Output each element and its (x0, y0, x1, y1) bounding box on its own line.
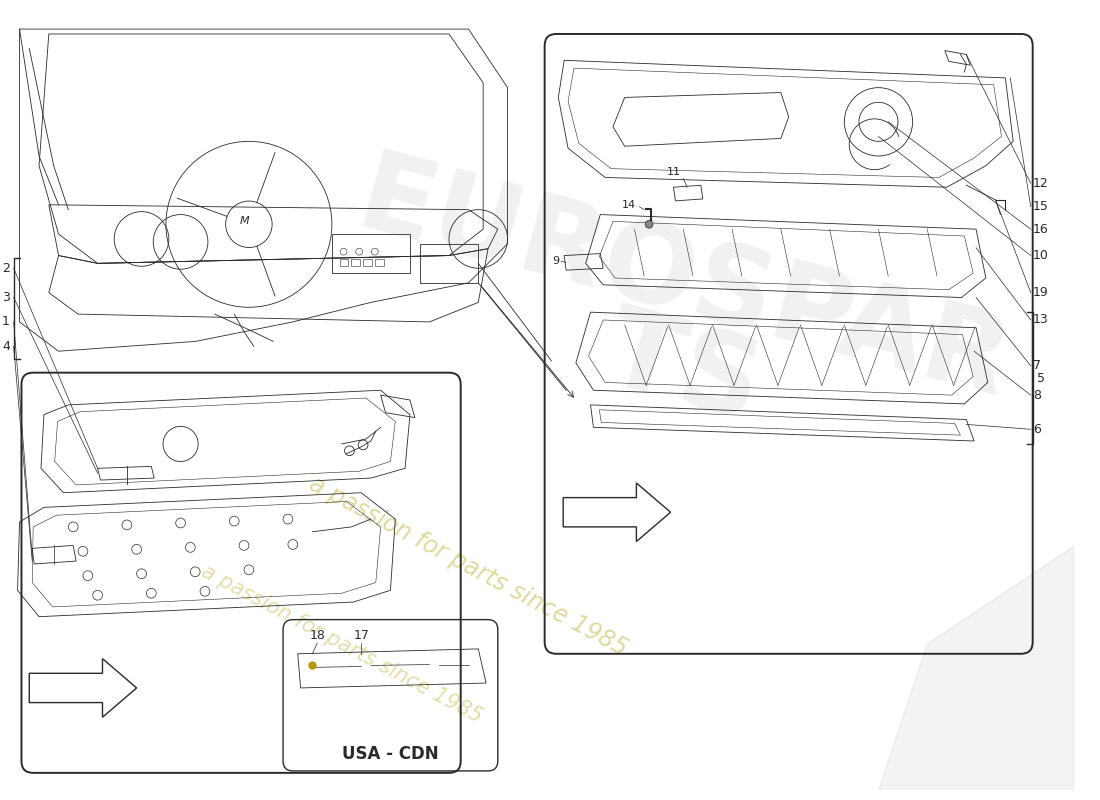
Text: a passion for parts since 1985: a passion for parts since 1985 (198, 562, 485, 726)
Bar (420, 244, 478, 283)
Text: 8: 8 (1033, 389, 1041, 402)
Bar (363, 259, 372, 266)
Text: 5: 5 (1036, 371, 1045, 385)
Text: 15: 15 (1033, 200, 1048, 214)
Text: 14: 14 (623, 200, 637, 210)
Text: 12: 12 (1033, 177, 1048, 190)
Text: 13: 13 (1033, 314, 1048, 326)
Polygon shape (879, 546, 1074, 790)
Text: 3: 3 (2, 291, 10, 304)
Text: 11: 11 (667, 167, 681, 178)
Circle shape (646, 221, 653, 228)
Text: 6: 6 (1033, 422, 1041, 436)
Polygon shape (563, 483, 671, 542)
Text: 18: 18 (309, 629, 326, 642)
Text: EUROSPAR: EUROSPAR (346, 145, 1021, 421)
Text: 17: 17 (353, 629, 370, 642)
Text: 4: 4 (2, 340, 10, 353)
Bar (375, 259, 384, 266)
Text: 9: 9 (552, 256, 559, 266)
Text: M: M (239, 216, 249, 226)
Bar (332, 234, 410, 273)
Text: 19: 19 (1033, 286, 1048, 299)
Polygon shape (30, 658, 136, 718)
Text: 7: 7 (1033, 359, 1041, 372)
Text: 1: 1 (2, 315, 10, 329)
Text: 16: 16 (1033, 222, 1048, 236)
Bar (340, 259, 349, 266)
Text: USA - CDN: USA - CDN (342, 745, 439, 763)
Text: TS: TS (594, 299, 772, 442)
Text: 2: 2 (2, 262, 10, 274)
Text: a passion for parts since 1985: a passion for parts since 1985 (306, 471, 631, 660)
Bar (351, 259, 360, 266)
Text: 10: 10 (1033, 249, 1048, 262)
